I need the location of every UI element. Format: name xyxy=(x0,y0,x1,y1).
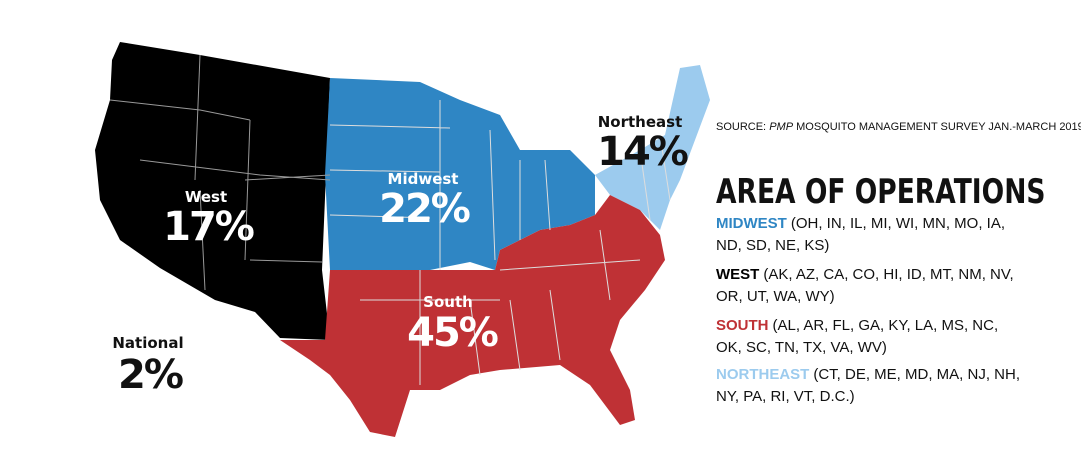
legend-entry: SOUTH (AL, AR, FL, GA, KY, LA, MS, NC, OK… xyxy=(716,315,1026,359)
legend-entry: MIDWEST (OH, IN, IL, MI, WI, MN, MO, IA, … xyxy=(716,213,1026,257)
legend-entry: WEST (AK, AZ, CA, CO, HI, ID, MT, NM, NV,… xyxy=(716,264,1026,308)
state-borders xyxy=(109,54,331,291)
region-share: 2% xyxy=(118,352,183,398)
legend-name: SOUTH xyxy=(716,317,769,334)
region-share: 14% xyxy=(597,129,688,175)
region-name: National xyxy=(112,334,183,352)
legend-name: MIDWEST xyxy=(716,215,787,232)
region-name: West xyxy=(185,188,227,206)
region-share: 45% xyxy=(407,310,498,356)
legend-states: (OH, IN, IL, MI, WI, MN, MO, IA, ND, SD,… xyxy=(716,215,1005,254)
legend-states: (CT, DE, ME, MD, MA, NJ, NH, NY, PA, RI,… xyxy=(716,366,1021,405)
region-share: 17% xyxy=(163,204,254,250)
legend-states: (AL, AR, FL, GA, KY, LA, MS, NC, OK, SC,… xyxy=(716,317,999,356)
region-west xyxy=(95,42,330,340)
legend-states: (AK, AZ, CA, CO, HI, ID, MT, NM, NV, OR,… xyxy=(716,266,1014,305)
region-midwest xyxy=(325,78,595,270)
source-publication: PMP xyxy=(769,121,794,133)
legend-entry: NORTHEAST (CT, DE, ME, MD, MA, NJ, NH, NY… xyxy=(716,364,1026,408)
title: AREA OF OPERATIONS xyxy=(716,172,1046,212)
region-share: 22% xyxy=(379,186,470,232)
region-name: South xyxy=(423,293,473,311)
state-borders-color xyxy=(329,100,671,385)
source-prefix: SOURCE: xyxy=(716,121,767,133)
source-rest: MOSQUITO MANAGEMENT SURVEY JAN.-MARCH 20… xyxy=(796,121,1081,133)
region-name: Northeast xyxy=(598,113,683,131)
source: SOURCE: PMP MOSQUITO MANAGEMENT SURVEY J… xyxy=(716,121,1081,133)
region-northeast xyxy=(595,65,710,230)
region-name: Midwest xyxy=(388,170,459,188)
legend-name: NORTHEAST xyxy=(716,366,810,383)
legend-name: WEST xyxy=(716,266,760,283)
